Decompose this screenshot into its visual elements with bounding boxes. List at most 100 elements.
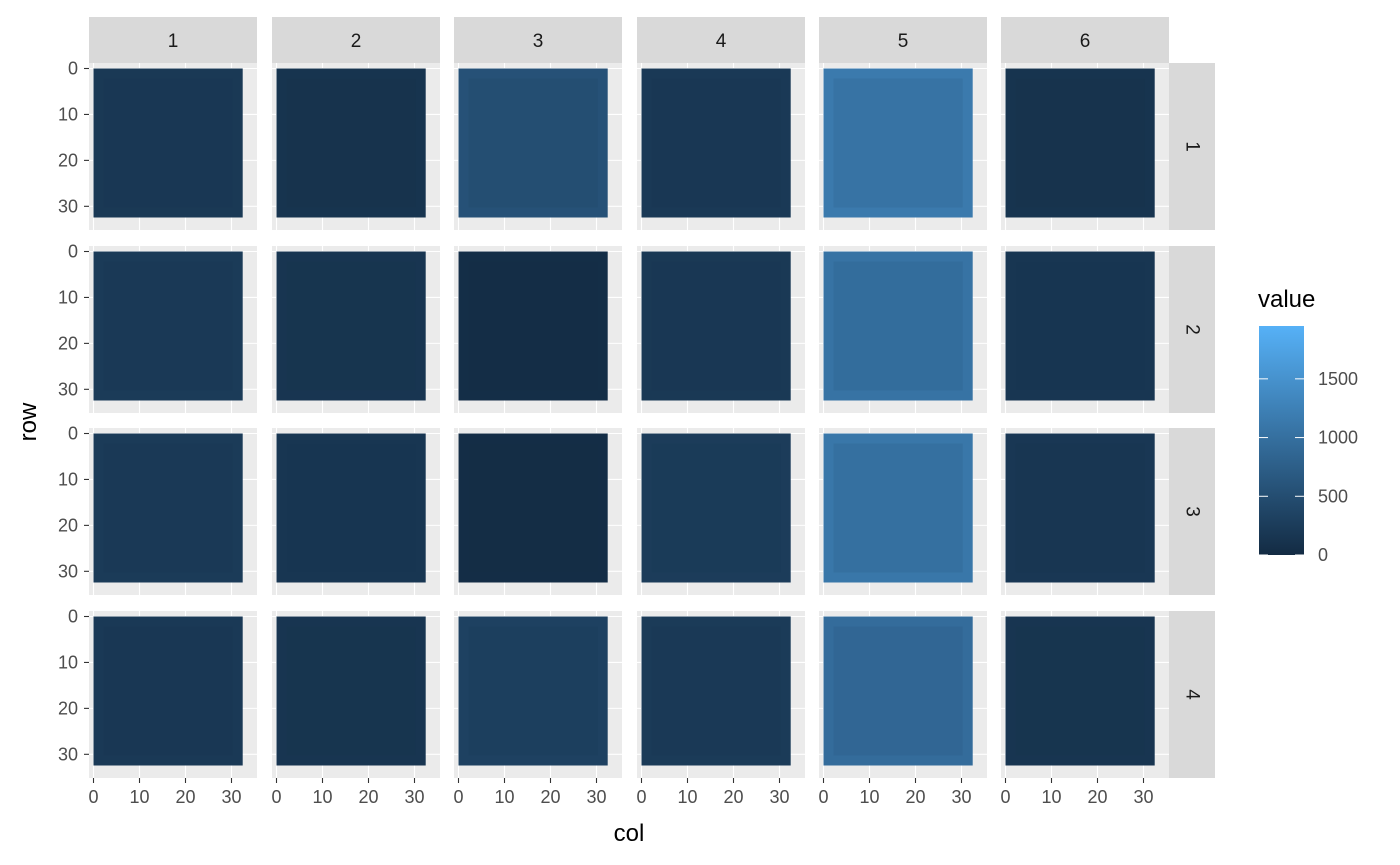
heatmap-tile-inner	[468, 78, 598, 208]
strip-background	[89, 17, 257, 63]
y-tick-label: 30	[58, 744, 78, 764]
y-tick-label: 20	[58, 150, 78, 170]
column-strip-6: 6	[1001, 17, 1169, 63]
legend-tick-label: 0	[1318, 545, 1328, 565]
strip-background	[819, 17, 987, 63]
panel-r3-c6	[1001, 428, 1169, 595]
panels-layer	[89, 63, 1169, 778]
y-tick-label: 20	[58, 515, 78, 535]
x-tick-label: 10	[129, 787, 149, 807]
x-tick-label: 30	[951, 787, 971, 807]
x-tick-label: 20	[175, 787, 195, 807]
panel-r3-c5	[819, 428, 987, 595]
strip-background	[637, 17, 805, 63]
strip-background	[1169, 246, 1215, 413]
y-tick-label: 10	[58, 469, 78, 489]
legend-ticks: 0 500 1000 1500	[1259, 369, 1358, 565]
panel-r4-c3	[454, 611, 622, 778]
column-strip-label: 6	[1080, 31, 1091, 52]
panel-r3-c2	[272, 428, 440, 595]
panel-r1-c2	[272, 63, 440, 230]
x-tick-label: 30	[221, 787, 241, 807]
x-tick-label: 10	[312, 787, 332, 807]
facet-strips: 1 2 3 4 5 6 1 2 3 4	[89, 17, 1215, 778]
x-tick-label: 30	[769, 787, 789, 807]
heatmap-tile-inner	[1015, 261, 1145, 391]
panel-r4-c5	[819, 611, 987, 778]
y-tick-label: 10	[58, 287, 78, 307]
x-tick-label: 0	[818, 787, 828, 807]
column-strip-5: 5	[819, 17, 987, 63]
heatmap-tile-inner	[103, 626, 233, 756]
heatmap-tile-inner	[833, 443, 963, 573]
column-strip-1: 1	[89, 17, 257, 63]
legend-title: value	[1258, 286, 1315, 313]
x-tick-label: 20	[540, 787, 560, 807]
x-tick-label: 20	[723, 787, 743, 807]
panel-r4-c1	[89, 611, 257, 778]
heatmap-tile-inner	[651, 443, 781, 573]
color-legend: value 0 500 1000 1500	[1258, 286, 1358, 565]
y-tick-label: 20	[58, 698, 78, 718]
column-strip-label: 1	[168, 31, 179, 52]
heatmap-tile-inner	[1015, 626, 1145, 756]
column-strip-2: 2	[272, 17, 440, 63]
x-tick-label: 10	[859, 787, 879, 807]
panel-r3-c4	[637, 428, 805, 595]
heatmap-tile-inner	[103, 261, 233, 391]
heatmap-tile-inner	[103, 78, 233, 208]
y-tick-label: 0	[68, 424, 78, 444]
row-strip-label: 2	[1182, 324, 1203, 335]
x-tick-label: 20	[905, 787, 925, 807]
column-strip-3: 3	[454, 17, 622, 63]
panel-r4-c6	[1001, 611, 1169, 778]
panel-r2-c1	[89, 246, 257, 413]
heatmap-tile-inner	[651, 261, 781, 391]
y-tick-label: 10	[58, 104, 78, 124]
y-tick-label: 30	[58, 379, 78, 399]
row-strip-1: 1	[1169, 63, 1215, 230]
strip-background	[1169, 63, 1215, 230]
legend-tick-label: 500	[1318, 486, 1348, 506]
heatmap-tile-inner	[1015, 443, 1145, 573]
y-tick-label: 20	[58, 333, 78, 353]
row-strip-label: 3	[1182, 506, 1203, 517]
panel-r2-c6	[1001, 246, 1169, 413]
x-tick-label: 0	[88, 787, 98, 807]
heatmap-tile-inner	[286, 261, 416, 391]
heatmap-tile-inner	[833, 261, 963, 391]
strip-background	[1001, 17, 1169, 63]
x-axis-title: col	[614, 820, 645, 847]
panel-r1-c1	[89, 63, 257, 230]
axes: 0 10 20 30 0 10 20 30 0 10 20 30 0 10 20 30 0 10 20 30 0 10 20…	[58, 59, 1154, 808]
strip-background	[1169, 428, 1215, 595]
legend-tick-label: 1500	[1318, 369, 1358, 389]
x-tick-label: 0	[453, 787, 463, 807]
panel-r1-c4	[637, 63, 805, 230]
heatmap-tile-inner	[286, 626, 416, 756]
x-tick-label: 30	[1133, 787, 1153, 807]
y-tick-label: 0	[68, 607, 78, 627]
heatmap-tile-inner	[651, 626, 781, 756]
heatmap-tile-inner	[833, 78, 963, 208]
panel-r1-c6	[1001, 63, 1169, 230]
panel-r2-c2	[272, 246, 440, 413]
panel-r1-c5	[819, 63, 987, 230]
row-strip-3: 3	[1169, 428, 1215, 595]
heatmap-tile-inner	[833, 626, 963, 756]
heatmap-tile-inner	[103, 443, 233, 573]
row-strip-4: 4	[1169, 611, 1215, 778]
heatmap-tile-inner	[468, 626, 598, 756]
heatmap-tile-inner	[651, 78, 781, 208]
column-strip-label: 4	[716, 31, 727, 52]
heatmap-tile-inner	[286, 443, 416, 573]
y-tick-label: 0	[68, 242, 78, 262]
column-strip-4: 4	[637, 17, 805, 63]
y-tick-label: 30	[58, 561, 78, 581]
strip-background	[454, 17, 622, 63]
x-tick-label: 20	[1087, 787, 1107, 807]
heatmap-tile-inner	[468, 443, 598, 573]
column-strip-label: 5	[898, 31, 909, 52]
x-tick-label: 20	[358, 787, 378, 807]
